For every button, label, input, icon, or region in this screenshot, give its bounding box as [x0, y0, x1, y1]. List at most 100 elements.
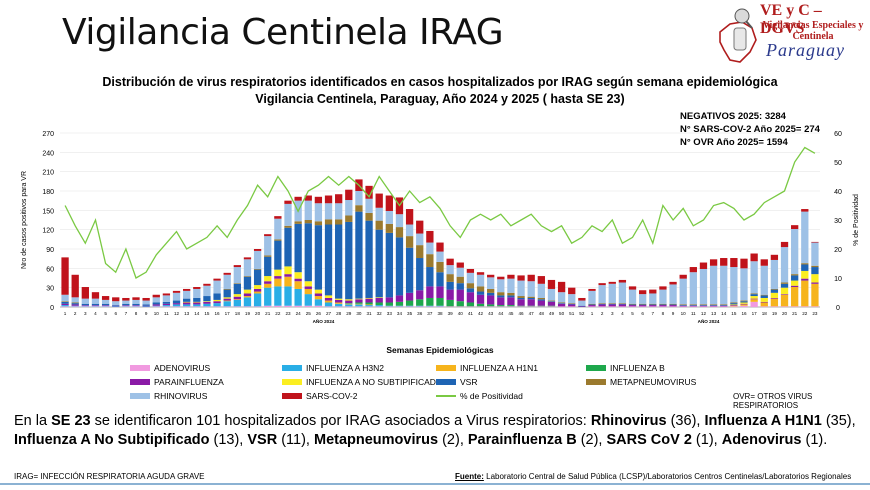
x-tick-label: 16 [215, 311, 221, 316]
bar-segment-sars [436, 242, 444, 252]
bar-segment-adenovirus [436, 306, 444, 307]
bar-segment-influenza_h3n2 [274, 286, 282, 306]
bar-segment-rhinovirus [284, 203, 292, 226]
bar-segment-parainfluenza [253, 288, 262, 292]
y2-tick-label: 40 [834, 189, 842, 196]
bar-segment-metapneumovirus [284, 225, 292, 228]
bar-segment-influenza_h3n2 [183, 304, 191, 307]
bar-segment-metapneumovirus [709, 304, 718, 306]
bar-segment-sars [588, 288, 596, 291]
bar-segment-influenza_h3n2 [112, 306, 120, 307]
bar-segment-sars [466, 268, 475, 273]
bar-segment-influenza_b [345, 303, 353, 304]
bar-segment-sars [811, 241, 819, 243]
bar-segment-influenza_nosub [345, 299, 353, 301]
bar-segment-sars [679, 274, 687, 279]
bar-segment-adenovirus [598, 306, 606, 307]
bar-segment-parainfluenza [679, 305, 687, 307]
bar-segment-influenza_b [395, 301, 404, 306]
bar-segment-vsr [162, 301, 171, 304]
bar-segment-influenza_h1n1 [750, 299, 758, 302]
bar-segment-parainfluenza [659, 305, 667, 307]
bar-segment-sars [568, 287, 576, 295]
bar-segment-sars [598, 283, 606, 286]
bar-segment-influenza_h3n2 [122, 305, 130, 307]
bar-segment-adenovirus [476, 306, 485, 307]
bar-segment-adenovirus [91, 306, 100, 307]
x-tick-label: 14 [721, 311, 727, 316]
bar-segment-metapneumovirus [314, 221, 323, 226]
bar-segment-adenovirus [770, 306, 779, 307]
y-tick-label: 30 [46, 286, 54, 293]
bar-segment-vsr [294, 223, 302, 273]
bar-segment-influenza_nosub [183, 301, 191, 303]
bar-segment-rhinovirus [487, 277, 495, 289]
bar-segment-adenovirus [760, 306, 768, 307]
bar-segment-vsr [101, 303, 110, 306]
x-tick-label: 8 [135, 311, 138, 316]
bar-segment-parainfluenza [487, 295, 495, 305]
x-tick-label: 15 [731, 311, 737, 316]
bar-segment-influenza_b [416, 299, 424, 306]
bar-segment-adenovirus [720, 306, 728, 307]
bar-segment-adenovirus [537, 306, 545, 307]
x-tick-label: 21 [792, 311, 798, 316]
bar-segment-influenza_nosub [811, 274, 819, 283]
bar-segment-parainfluenza [81, 305, 89, 306]
x-tick-label: 18 [762, 311, 768, 316]
bar-segment-sars [172, 290, 181, 293]
bar-segment-metapneumovirus [497, 292, 505, 296]
bar-segment-influenza_h3n2 [152, 305, 160, 307]
bar-segment-influenza_h1n1 [730, 305, 738, 307]
bar-segment-adenovirus [568, 306, 576, 307]
bar-segment-vsr [152, 302, 160, 305]
bar-segment-adenovirus [639, 306, 647, 307]
bar-segment-adenovirus [355, 306, 363, 307]
bar-segment-influenza_nosub [203, 301, 211, 302]
bar-segment-vsr [122, 303, 130, 306]
bar-segment-influenza_h3n2 [345, 304, 353, 307]
legend-swatch-adenovirus [130, 365, 150, 371]
bar-segment-rhinovirus [152, 297, 160, 303]
bar-segment-vsr [375, 229, 383, 298]
bar-segment-influenza_h3n2 [426, 305, 434, 307]
bar-segment-parainfluenza [122, 305, 130, 306]
bar-segment-adenovirus [132, 306, 140, 307]
bar-segment-parainfluenza [71, 304, 79, 306]
subtitle-line-2: Vigilancia Centinela, Paraguay, Año 2024… [255, 92, 625, 106]
x-tick-label: 11 [164, 311, 169, 316]
bar-segment-rhinovirus [172, 292, 181, 301]
bar-segment-rhinovirus [760, 265, 768, 295]
bar-segment-rhinovirus [264, 236, 272, 256]
legend-metapneumovirus: METAPNEUMOVIRUS [586, 377, 696, 387]
bar-segment-influenza_h1n1 [780, 294, 789, 307]
bar-segment-influenza_nosub [801, 270, 809, 279]
bar-segment-sars [223, 272, 231, 275]
bar-segment-adenovirus [659, 306, 667, 307]
bar-segment-adenovirus [152, 306, 160, 307]
bar-segment-sars [446, 258, 454, 266]
bar-segment-vsr [547, 301, 556, 302]
bar-segment-parainfluenza [243, 293, 252, 297]
bar-segment-vsr [709, 305, 718, 306]
bar-segment-parainfluenza [345, 300, 353, 304]
y2-tick-label: 50 [834, 160, 842, 167]
bar-segment-metapneumovirus [385, 223, 393, 233]
x-tick-label: 16 [741, 311, 747, 316]
bar-segment-adenovirus [699, 306, 708, 307]
bar-segment-parainfluenza [466, 292, 475, 303]
bar-segment-influenza_nosub [780, 287, 789, 295]
bar-segment-parainfluenza [405, 292, 414, 301]
bar-segment-adenovirus [426, 306, 434, 307]
bar-segment-vsr [314, 225, 323, 290]
bar-segment-rhinovirus [517, 280, 525, 297]
bar-segment-parainfluenza [355, 299, 363, 303]
x-tick-label: 25 [306, 311, 312, 316]
bar-segment-metapneumovirus [264, 255, 272, 257]
bar-segment-vsr [183, 298, 191, 302]
bar-segment-sars [243, 257, 252, 260]
bar-segment-rhinovirus [608, 283, 616, 304]
bar-segment-metapneumovirus [588, 303, 596, 305]
bar-segment-metapneumovirus [780, 282, 789, 284]
bar-segment-sars [122, 297, 130, 301]
